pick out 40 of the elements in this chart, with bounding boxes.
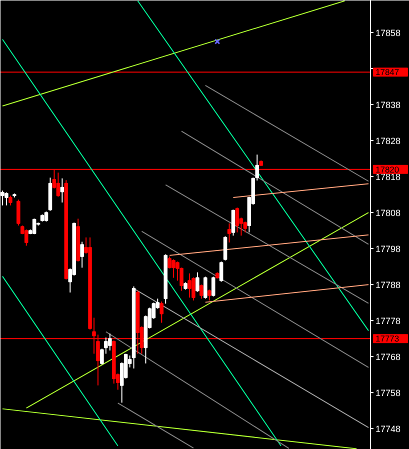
candlestick xyxy=(108,333,112,351)
candlestick xyxy=(227,222,232,243)
y-tick-label: 17828 xyxy=(376,136,401,146)
candlestick xyxy=(0,190,4,206)
candlestick xyxy=(223,236,228,261)
y-tick-label: 17818 xyxy=(376,172,401,182)
y-tick-label: 17748 xyxy=(376,424,401,434)
candlestick xyxy=(188,272,192,298)
y-tick-label: 17788 xyxy=(376,280,401,290)
y-tick-label: 17768 xyxy=(376,352,401,362)
candlestick xyxy=(24,229,28,246)
candlestick xyxy=(4,192,8,206)
candlestick xyxy=(235,207,240,233)
candlestick xyxy=(160,301,164,324)
candlestick xyxy=(44,211,48,222)
y-tick-label: 17798 xyxy=(376,244,401,254)
candlestick xyxy=(196,272,200,292)
y-tick-label: 17858 xyxy=(376,28,401,38)
candlestick xyxy=(211,276,216,297)
candlestick xyxy=(200,284,204,300)
candlestick xyxy=(80,241,84,268)
candlestick xyxy=(8,195,12,206)
ref-line-label: 17847 xyxy=(376,67,400,78)
y-tick-label: 17808 xyxy=(376,208,401,218)
y-tick-label: 17778 xyxy=(376,316,401,326)
candlestick xyxy=(231,209,236,236)
ref-line-label: 17773 xyxy=(376,334,400,344)
candlestick xyxy=(16,199,20,226)
candlestick xyxy=(172,258,176,278)
candlestick xyxy=(192,276,196,301)
candlestick xyxy=(60,178,64,203)
candlestick xyxy=(32,218,36,235)
candlestick xyxy=(56,172,60,198)
y-tick-label: 17838 xyxy=(376,100,401,110)
candlestick xyxy=(219,261,224,282)
candlestick xyxy=(243,221,248,233)
candlestick xyxy=(204,276,208,300)
y-tick-label: 17758 xyxy=(376,388,401,398)
candlestick xyxy=(207,289,212,301)
ref-line-label: 17820 xyxy=(376,164,400,174)
